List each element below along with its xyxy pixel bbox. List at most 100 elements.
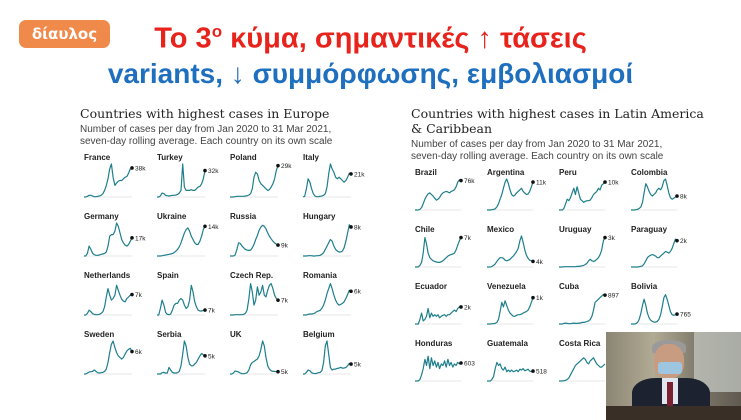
- serbia-end-point: [203, 354, 207, 358]
- argentina-case-line: [487, 178, 534, 211]
- chile-end-point: [459, 235, 463, 240]
- uk-end-value-label: 5k: [281, 369, 289, 376]
- europe-panel-poland: Poland 29k: [230, 153, 292, 198]
- latam-panel-title-line-2: & Caribbean: [411, 121, 492, 136]
- turkey-country-label: Turkey: [157, 153, 183, 162]
- headline-line-2: variants, ↓ συμμόρφωσης, εμβολιασμοί: [107, 58, 634, 89]
- guatemala-end-point: [531, 369, 535, 373]
- colombia-end-value-label: 8k: [680, 194, 688, 201]
- presenter-face-mask: [658, 362, 682, 374]
- guatemala-end-value-label: 518: [536, 369, 547, 376]
- germany-end-value-label: 17k: [135, 235, 146, 242]
- romania-case-line: [303, 283, 352, 316]
- romania-end-point: [349, 289, 353, 294]
- bolivia-country-label: Bolivia: [631, 282, 658, 291]
- latam-panel-argentina: Argentina 11k: [487, 168, 547, 211]
- latam-panel-costa-rica: Costa Rica: [559, 339, 606, 382]
- paraguay-end-point: [675, 238, 679, 243]
- europe-panel-uk: UK 5k: [230, 330, 289, 376]
- netherlands-end-point: [130, 292, 134, 297]
- europe-panel-russia: Russia 9k: [230, 212, 289, 257]
- latam-panel-peru: Peru 10k: [559, 168, 619, 211]
- headline-1-superscript: ο: [211, 22, 223, 41]
- europe-panel-serbia: Serbia 5k: [157, 330, 216, 375]
- brazil-end-point: [459, 178, 463, 183]
- czech-rep-case-line: [230, 283, 279, 316]
- hungary-country-label: Hungary: [303, 212, 336, 221]
- poland-country-label: Poland: [230, 153, 257, 162]
- france-country-label: France: [84, 153, 111, 162]
- hungary-end-value-label: 8k: [354, 224, 362, 231]
- latam-panel-uruguay: Uruguay 3k: [559, 225, 616, 268]
- costa-rica-country-label: Costa Rica: [559, 339, 601, 348]
- netherlands-end-value-label: 7k: [135, 292, 143, 299]
- latam-panel-chile: Chile 7k: [415, 225, 472, 268]
- belgium-end-value-label: 5k: [354, 362, 362, 369]
- sweden-end-value-label: 6k: [135, 349, 143, 356]
- argentina-end-point: [531, 180, 535, 184]
- russia-case-line: [230, 224, 279, 257]
- france-end-point: [130, 166, 134, 170]
- peru-end-point: [603, 180, 607, 184]
- italy-end-point: [349, 172, 353, 176]
- latam-panel-venezuela: Venezuela 1k: [487, 282, 544, 325]
- germany-end-point: [130, 236, 134, 240]
- serbia-country-label: Serbia: [157, 330, 182, 339]
- mexico-case-line: [487, 235, 534, 268]
- chile-end-value-label: 7k: [464, 235, 472, 242]
- spain-end-value-label: 7k: [208, 308, 216, 315]
- video-desk: [606, 406, 741, 420]
- hungary-case-line: [303, 224, 352, 257]
- russia-end-value-label: 9k: [281, 243, 289, 250]
- poland-end-value-label: 29k: [281, 163, 292, 170]
- cuba-end-value-label: 897: [608, 293, 619, 300]
- argentina-end-value-label: 11k: [536, 180, 547, 187]
- paraguay-case-line: [631, 238, 678, 268]
- mexico-country-label: Mexico: [487, 225, 514, 234]
- bolivia-case-line: [631, 294, 678, 325]
- ukraine-end-point: [203, 224, 207, 229]
- headline-line-1: Το 3ο κύμα, σημαντικές ↑ τάσεις: [0, 14, 741, 57]
- uk-country-label: UK: [230, 330, 242, 339]
- europe-panel-ukraine: Ukraine 14k: [157, 212, 219, 257]
- europe-panel-germany: Germany 17k: [84, 212, 146, 257]
- ecuador-case-line: [415, 306, 461, 325]
- sweden-country-label: Sweden: [84, 330, 114, 339]
- bolivia-end-value-label: 765: [680, 312, 691, 319]
- belgium-country-label: Belgium: [303, 330, 335, 339]
- latam-panel-mexico: Mexico 4k: [487, 225, 544, 268]
- russia-country-label: Russia: [230, 212, 257, 221]
- chile-case-line: [415, 237, 462, 268]
- presenter-tie: [667, 382, 673, 406]
- colombia-end-point: [675, 194, 679, 198]
- netherlands-case-line: [84, 284, 133, 316]
- honduras-country-label: Honduras: [415, 339, 453, 348]
- ukraine-end-value-label: 14k: [208, 224, 219, 231]
- latam-panel-brazil: Brazil 76k: [415, 168, 475, 211]
- serbia-case-line: [157, 340, 206, 375]
- italy-country-label: Italy: [303, 153, 320, 162]
- mexico-end-value-label: 4k: [536, 259, 544, 266]
- paraguay-country-label: Paraguay: [631, 225, 668, 234]
- brazil-country-label: Brazil: [415, 168, 437, 177]
- latam-subtitle-line-1: Number of cases per day from Jan 2020 to…: [411, 139, 663, 150]
- europe-subtitle-line-2: seven-day rolling average. Each country …: [80, 136, 333, 147]
- colombia-country-label: Colombia: [631, 168, 668, 177]
- peru-case-line: [559, 181, 606, 211]
- europe-panel-romania: Romania 6k: [303, 271, 362, 316]
- venezuela-end-point: [531, 295, 535, 300]
- czech-rep-country-label: Czech Rep.: [230, 271, 273, 280]
- dialogos-logo: δίαυλος: [19, 20, 110, 48]
- europe-panel-spain: Spain 7k: [157, 271, 216, 316]
- poland-end-point: [276, 163, 280, 168]
- russia-end-point: [276, 243, 280, 247]
- europe-panel-turkey: Turkey 32k: [157, 153, 219, 198]
- europe-panel-france: France 38k: [84, 153, 146, 198]
- paraguay-end-value-label: 2k: [680, 238, 688, 245]
- europe-panel-sweden: Sweden 6k: [84, 330, 143, 375]
- uruguay-end-point: [603, 235, 607, 240]
- hungary-end-point: [349, 225, 353, 229]
- germany-country-label: Germany: [84, 212, 119, 221]
- brazil-end-value-label: 76k: [464, 178, 475, 185]
- sweden-end-point: [130, 349, 134, 354]
